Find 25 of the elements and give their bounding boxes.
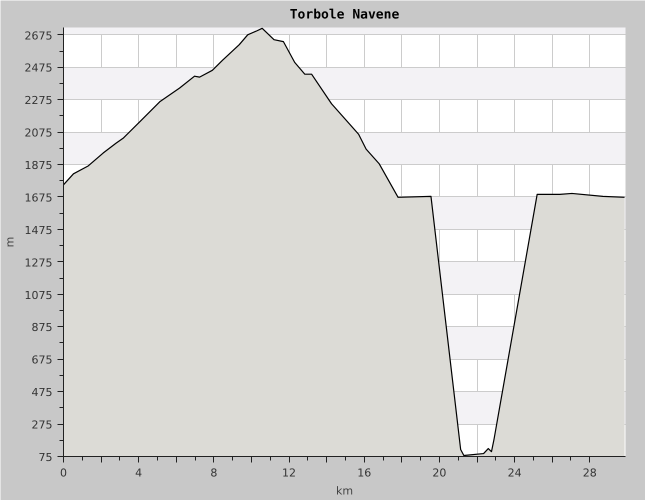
- y-tick-label: 1075: [24, 288, 53, 302]
- x-tick-label: 20: [432, 466, 446, 480]
- y-tick-label: 1475: [24, 224, 53, 237]
- x-tick-label: 28: [582, 466, 597, 480]
- y-tick-label: 675: [32, 354, 53, 367]
- y-tick-label: 475: [32, 386, 53, 400]
- y-tick-label: 1875: [24, 159, 53, 172]
- x-tick-label: 16: [357, 466, 372, 480]
- y-tick-label: 75: [38, 451, 53, 464]
- x-tick-label: 24: [508, 466, 522, 480]
- y-tick-label: 2475: [24, 62, 53, 75]
- x-tick-label: 8: [210, 466, 218, 480]
- x-tick-label: 12: [282, 466, 296, 480]
- y-tick-label: 875: [32, 321, 53, 334]
- y-tick-label: 1675: [24, 191, 53, 204]
- y-tick-label: 2275: [24, 94, 53, 108]
- x-axis-title: km: [336, 484, 354, 498]
- x-tick-label: 4: [135, 466, 142, 480]
- y-tick-label: 275: [32, 418, 53, 432]
- y-tick-label: 1275: [24, 256, 53, 270]
- x-tick-label: 0: [60, 466, 67, 480]
- chart-title: Torbole Navene: [290, 8, 400, 22]
- y-axis-title: m: [4, 236, 17, 248]
- y-tick-label: 2075: [24, 126, 53, 140]
- y-tick-label: 2675: [24, 29, 53, 42]
